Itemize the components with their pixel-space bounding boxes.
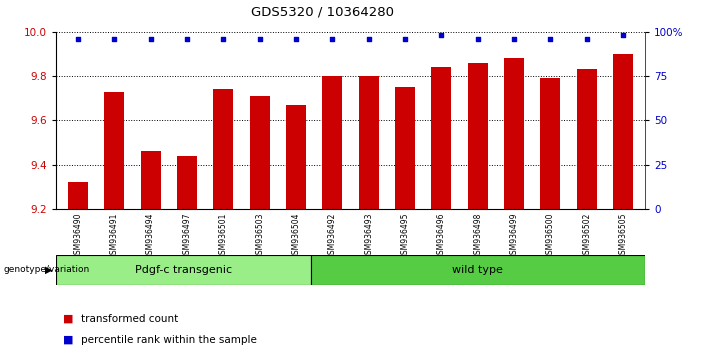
Point: [254, 36, 265, 42]
Text: wild type: wild type: [452, 265, 503, 275]
Point: [508, 36, 519, 42]
Bar: [68, 182, 88, 209]
Point: [436, 33, 447, 38]
Bar: [468, 63, 488, 209]
Point: [182, 36, 193, 42]
Bar: [504, 58, 524, 209]
Text: GSM936501: GSM936501: [219, 212, 228, 259]
Point: [290, 36, 301, 42]
Bar: [213, 90, 233, 209]
Bar: [286, 105, 306, 209]
Text: GSM936505: GSM936505: [618, 212, 627, 259]
Text: GSM936504: GSM936504: [292, 212, 301, 259]
Text: GSM936497: GSM936497: [182, 212, 191, 259]
Bar: [613, 54, 633, 209]
Point: [581, 36, 592, 42]
Text: GDS5320 / 10364280: GDS5320 / 10364280: [251, 5, 394, 18]
Point: [145, 36, 156, 42]
Text: ▶: ▶: [45, 265, 53, 275]
Point: [363, 36, 374, 42]
Text: GSM936496: GSM936496: [437, 212, 446, 259]
Text: GSM936491: GSM936491: [110, 212, 118, 259]
Bar: [311, 255, 645, 285]
Point: [400, 36, 411, 42]
Text: ■: ■: [63, 335, 74, 345]
Text: ■: ■: [63, 314, 74, 324]
Text: GSM936494: GSM936494: [146, 212, 155, 259]
Text: GSM936498: GSM936498: [473, 212, 482, 259]
Bar: [250, 96, 270, 209]
Text: GSM936503: GSM936503: [255, 212, 264, 259]
Bar: [104, 92, 124, 209]
Point: [472, 36, 483, 42]
Bar: [577, 69, 597, 209]
Bar: [431, 67, 451, 209]
Text: transformed count: transformed count: [81, 314, 179, 324]
Point: [327, 36, 338, 42]
Bar: [540, 78, 560, 209]
Text: GSM936500: GSM936500: [546, 212, 555, 259]
Text: GSM936493: GSM936493: [365, 212, 373, 259]
Point: [72, 36, 83, 42]
Text: percentile rank within the sample: percentile rank within the sample: [81, 335, 257, 345]
Text: genotype/variation: genotype/variation: [4, 265, 90, 274]
Text: Pdgf-c transgenic: Pdgf-c transgenic: [135, 265, 232, 275]
Text: GSM936502: GSM936502: [583, 212, 591, 259]
Bar: [141, 152, 161, 209]
Bar: [395, 87, 415, 209]
Bar: [322, 76, 342, 209]
Text: GSM936492: GSM936492: [328, 212, 336, 259]
Bar: [177, 156, 197, 209]
Point: [218, 36, 229, 42]
Text: GSM936495: GSM936495: [400, 212, 409, 259]
Bar: [359, 76, 379, 209]
Point: [109, 36, 120, 42]
Point: [618, 33, 629, 38]
Point: [545, 36, 556, 42]
Text: GSM936499: GSM936499: [510, 212, 519, 259]
Bar: [56, 255, 311, 285]
Text: GSM936490: GSM936490: [74, 212, 83, 259]
